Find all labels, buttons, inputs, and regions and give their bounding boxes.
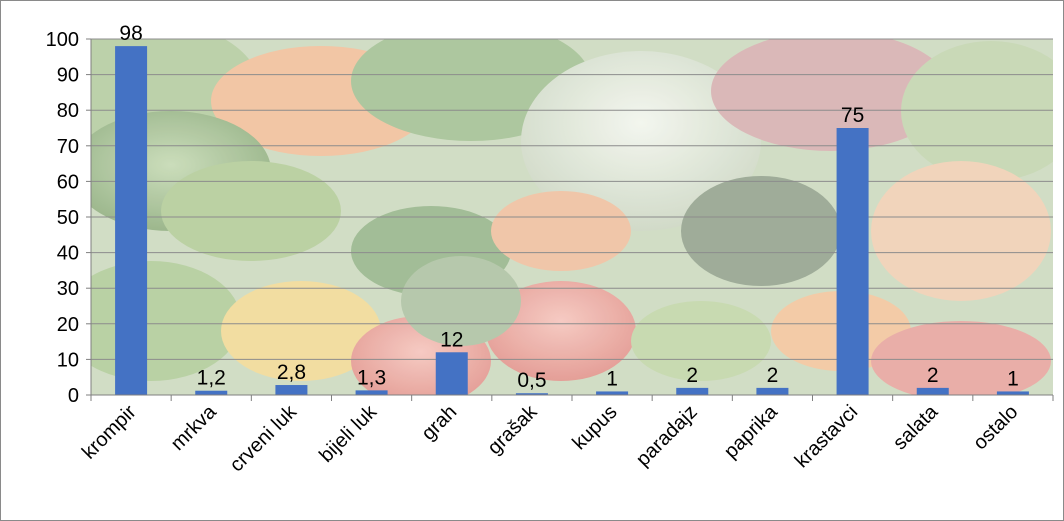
category-label: krastavci: [791, 401, 862, 472]
category-label: paprika: [720, 400, 783, 463]
data-label: 2: [927, 364, 939, 387]
category-label: krompir: [78, 401, 141, 464]
category-label: paradajz: [632, 401, 702, 471]
bar-paradajz: [676, 387, 709, 395]
y-tick-label: 70: [57, 136, 79, 158]
y-tick-label: 30: [57, 278, 79, 300]
bar-grašak: [515, 393, 548, 395]
data-label: 98: [119, 22, 142, 45]
vegetables-background-image: [91, 39, 1053, 395]
x-axis-category-labels: krompir mrkva crveni luk bijeli luk grah graš…: [78, 400, 1023, 476]
data-label: 2,8: [277, 361, 306, 384]
y-tick-label: 80: [57, 100, 79, 122]
category-label: kupus: [568, 401, 621, 454]
data-label: 1,2: [197, 367, 226, 390]
bar-mrkva: [195, 390, 228, 395]
axes: [86, 38, 1054, 401]
data-label: 0,5: [517, 369, 546, 392]
y-tick-label: 100: [46, 29, 79, 51]
bar-krastavci: [836, 128, 869, 395]
y-tick-label: 50: [57, 207, 79, 229]
y-tick-label: 10: [57, 349, 79, 371]
data-label: 2: [686, 364, 698, 387]
category-label: crveni luk: [226, 400, 302, 476]
data-label: 12: [440, 328, 463, 351]
category-label: ostalo: [969, 401, 1022, 454]
bar-bijeli-luk: [355, 390, 388, 395]
bar-crveni-luk: [275, 385, 308, 395]
y-tick-label: 90: [57, 65, 79, 87]
y-axis-tick-labels: 0 10 20 30 40 50 60 70 80 90 100: [46, 29, 79, 407]
category-label: grah: [417, 401, 461, 445]
data-label: 1: [1007, 367, 1019, 390]
bar-grah: [435, 352, 468, 395]
y-tick-label: 0: [68, 385, 79, 407]
data-label: 1: [606, 367, 618, 390]
bar-paprika: [756, 387, 789, 395]
bars: [115, 46, 1029, 396]
y-tick-label: 60: [57, 171, 79, 193]
data-label: 2: [767, 364, 779, 387]
gridlines: [91, 38, 1053, 360]
y-tick-label: 20: [57, 314, 79, 336]
bar-salata: [916, 387, 949, 395]
category-label: mrkva: [167, 400, 222, 455]
category-label: bijeli luk: [315, 400, 382, 467]
bar-kupus: [596, 391, 629, 395]
bar-krompir: [115, 46, 148, 396]
category-label: salata: [889, 400, 943, 454]
category-label: grašak: [483, 400, 542, 459]
y-tick-label: 40: [57, 243, 79, 265]
data-label: 75: [841, 104, 864, 127]
bar-ostalo: [996, 391, 1029, 395]
data-label: 1,3: [357, 366, 386, 389]
